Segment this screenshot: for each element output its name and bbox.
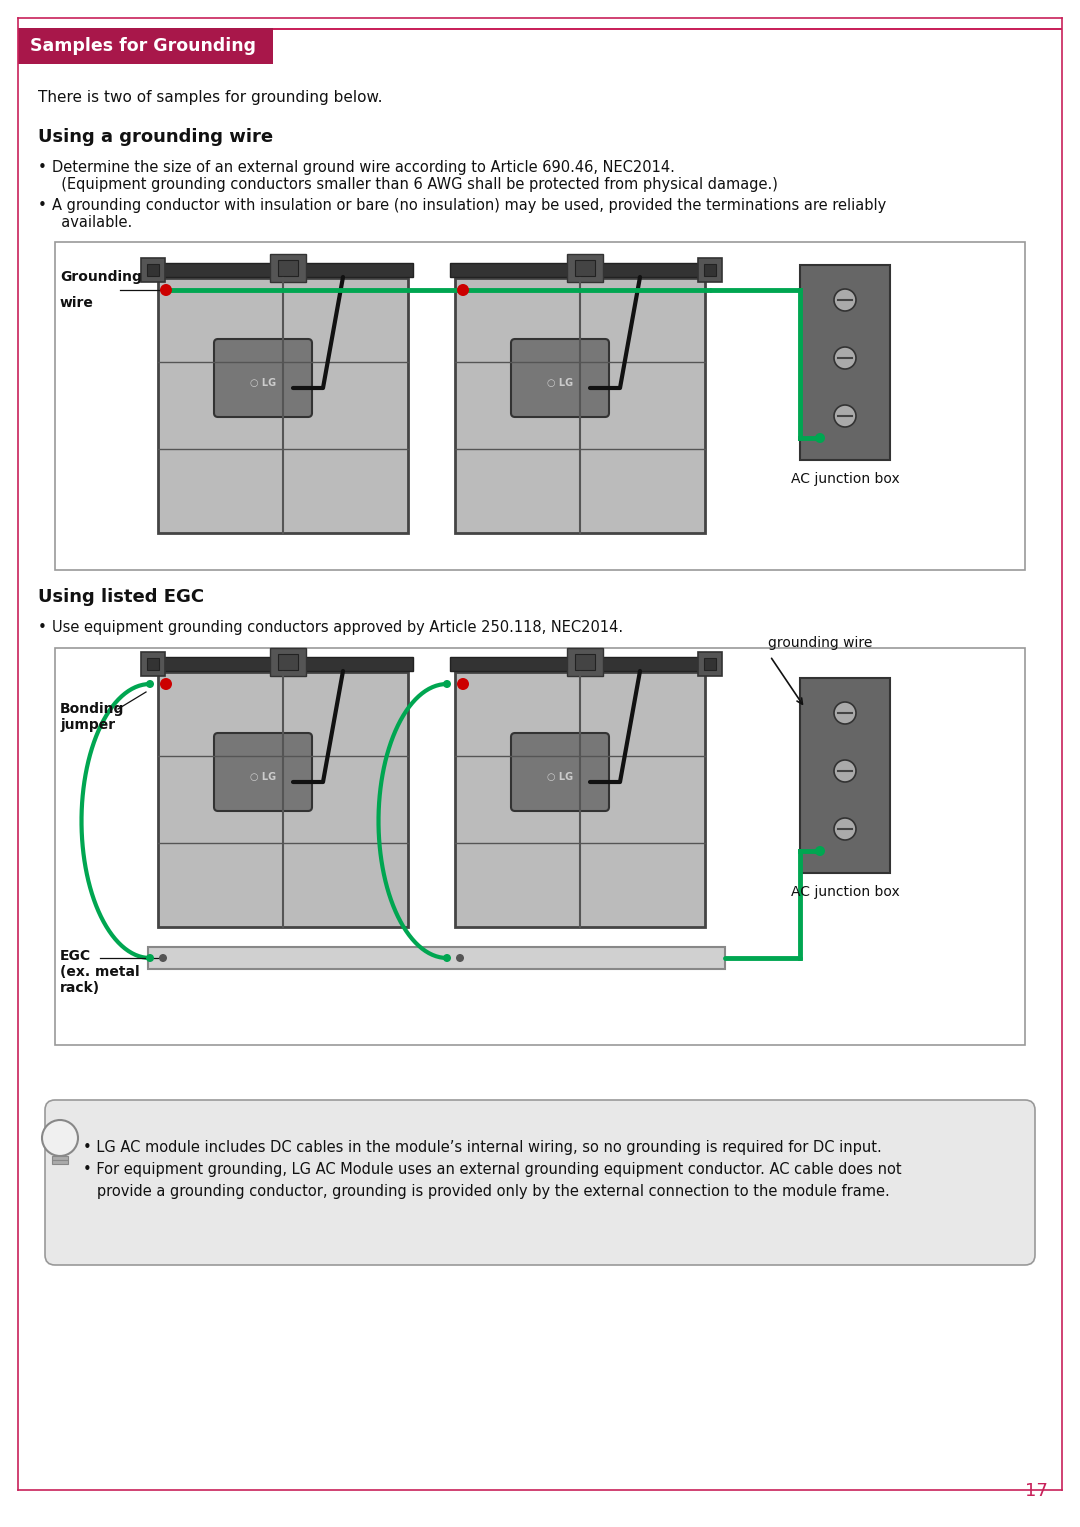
Circle shape <box>443 954 451 962</box>
Bar <box>567 647 603 676</box>
Bar <box>52 1161 68 1164</box>
Circle shape <box>159 954 167 962</box>
Circle shape <box>146 680 154 689</box>
Circle shape <box>146 954 154 962</box>
Circle shape <box>834 289 856 312</box>
Bar <box>567 253 603 282</box>
Bar <box>55 241 1025 570</box>
Text: grounding wire: grounding wire <box>768 637 873 651</box>
Bar <box>450 657 710 670</box>
Bar <box>704 264 716 276</box>
Bar <box>18 27 273 64</box>
Text: (ex. metal: (ex. metal <box>60 965 139 979</box>
Bar <box>141 652 165 676</box>
Circle shape <box>834 818 856 840</box>
Circle shape <box>457 678 469 690</box>
Text: available.: available. <box>52 215 132 231</box>
Text: provide a grounding conductor, grounding is provided only by the external connec: provide a grounding conductor, grounding… <box>83 1183 890 1199</box>
Bar <box>158 278 408 533</box>
Text: ○ LG: ○ LG <box>249 379 276 388</box>
Text: There is two of samples for grounding below.: There is two of samples for grounding be… <box>38 90 382 105</box>
Circle shape <box>457 284 469 296</box>
Text: • For equipment grounding, LG AC Module uses an external grounding equipment con: • For equipment grounding, LG AC Module … <box>83 1162 902 1177</box>
Text: Using listed EGC: Using listed EGC <box>38 588 204 606</box>
Text: ○ LG: ○ LG <box>546 773 573 782</box>
Circle shape <box>42 1119 78 1156</box>
FancyBboxPatch shape <box>214 733 312 811</box>
Text: •: • <box>38 620 46 635</box>
Text: AC junction box: AC junction box <box>791 886 900 899</box>
Circle shape <box>815 434 825 443</box>
Bar <box>450 263 710 276</box>
Text: Samples for Grounding: Samples for Grounding <box>30 37 256 55</box>
Bar <box>148 947 725 970</box>
Bar <box>270 253 306 282</box>
Bar <box>800 678 890 873</box>
Text: • LG AC module includes DC cables in the module’s internal wiring, so no groundi: • LG AC module includes DC cables in the… <box>83 1141 881 1154</box>
Text: Bonding: Bonding <box>60 702 124 716</box>
Bar <box>147 264 159 276</box>
Bar <box>153 263 413 276</box>
Text: Using a grounding wire: Using a grounding wire <box>38 128 273 147</box>
Bar <box>455 672 705 927</box>
Bar <box>698 652 723 676</box>
Bar <box>575 654 595 670</box>
Bar <box>278 654 298 670</box>
Bar <box>270 647 306 676</box>
Text: rack): rack) <box>60 980 100 996</box>
FancyBboxPatch shape <box>511 733 609 811</box>
Text: Determine the size of an external ground wire according to Article 690.46, NEC20: Determine the size of an external ground… <box>52 160 675 176</box>
Bar <box>698 258 723 282</box>
Bar <box>55 647 1025 1044</box>
Circle shape <box>443 680 451 689</box>
Circle shape <box>834 347 856 370</box>
Text: ○ LG: ○ LG <box>546 379 573 388</box>
Circle shape <box>834 760 856 782</box>
Bar <box>158 672 408 927</box>
Text: AC junction box: AC junction box <box>791 472 900 486</box>
Circle shape <box>456 954 464 962</box>
Bar <box>147 658 159 670</box>
Circle shape <box>160 678 172 690</box>
FancyBboxPatch shape <box>511 339 609 417</box>
Text: EGC: EGC <box>60 948 91 964</box>
FancyBboxPatch shape <box>214 339 312 417</box>
Circle shape <box>160 284 172 296</box>
Text: wire: wire <box>60 296 94 310</box>
Bar <box>141 258 165 282</box>
Text: A grounding conductor with insulation or bare (no insulation) may be used, provi: A grounding conductor with insulation or… <box>52 199 887 212</box>
Bar <box>18 27 1062 31</box>
Bar <box>800 266 890 460</box>
Bar <box>153 657 413 670</box>
Bar <box>278 260 298 276</box>
Circle shape <box>815 846 825 857</box>
Text: Use equipment grounding conductors approved by Article 250.118, NEC2014.: Use equipment grounding conductors appro… <box>52 620 623 635</box>
Bar <box>704 658 716 670</box>
Text: (Equipment grounding conductors smaller than 6 AWG shall be protected from physi: (Equipment grounding conductors smaller … <box>52 177 778 192</box>
Bar <box>52 1156 68 1161</box>
Text: jumper: jumper <box>60 718 116 731</box>
Text: •: • <box>38 199 46 212</box>
Text: •: • <box>38 160 46 176</box>
Text: ○ LG: ○ LG <box>249 773 276 782</box>
Bar <box>455 278 705 533</box>
FancyBboxPatch shape <box>45 1099 1035 1264</box>
Text: Grounding: Grounding <box>60 270 141 284</box>
Circle shape <box>834 405 856 428</box>
Circle shape <box>834 702 856 724</box>
Text: 17: 17 <box>1025 1483 1048 1500</box>
Bar <box>575 260 595 276</box>
